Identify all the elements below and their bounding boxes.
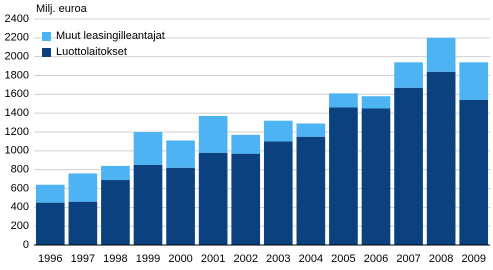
y-tick-label: 1400 — [5, 107, 29, 119]
bar-segment — [166, 167, 195, 245]
bar-segment — [296, 136, 326, 245]
y-tick-label: 200 — [11, 220, 29, 232]
bar-segment — [361, 108, 391, 245]
bar-segment — [101, 165, 130, 181]
y-tick-label: 600 — [11, 182, 29, 194]
x-tick-label: 2005 — [331, 253, 355, 265]
bar-segment — [166, 140, 195, 168]
bar-segment — [459, 62, 489, 100]
y-tick-label: 1800 — [5, 69, 29, 81]
bar-segment — [68, 173, 98, 202]
x-tick-label: 2009 — [461, 253, 485, 265]
bar-segment — [68, 201, 98, 245]
x-tick-label: 2001 — [201, 253, 225, 265]
bar-segment — [296, 123, 326, 137]
bar-segment — [459, 99, 489, 245]
x-tick-label: 2008 — [429, 253, 453, 265]
bar-segment — [35, 202, 65, 245]
bar-segment — [329, 107, 358, 246]
x-tick-label: 2003 — [266, 253, 290, 265]
bar-segment — [35, 184, 65, 203]
bar-segment — [394, 62, 423, 88]
y-tick-label: 800 — [11, 164, 29, 176]
bar-segment — [133, 164, 163, 245]
y-tick-label: 1000 — [5, 145, 29, 157]
x-tick-label: 1997 — [71, 253, 95, 265]
x-tick-label: 2007 — [396, 253, 420, 265]
x-tick-label: 2004 — [299, 253, 323, 265]
bar-segment — [394, 87, 423, 245]
x-tick-label: 1998 — [103, 253, 127, 265]
bar-segment — [101, 180, 130, 245]
y-tick-label: 1200 — [5, 126, 29, 138]
legend-swatch — [42, 32, 51, 41]
bar-segment — [231, 134, 261, 154]
bar-segment — [133, 132, 163, 165]
axis-label: Milj. euroa — [36, 3, 88, 15]
legend-swatch — [42, 48, 51, 57]
y-tick-label: 400 — [11, 201, 29, 213]
x-tick-label: 2000 — [168, 253, 192, 265]
legend-label: Luottolaitokset — [56, 46, 127, 58]
bar-segment — [329, 93, 358, 108]
bar-segment — [426, 37, 456, 72]
bar-segment — [198, 152, 228, 245]
y-tick-label: 2400 — [5, 13, 29, 25]
x-tick-label: 1999 — [136, 253, 160, 265]
bar-segment — [263, 141, 293, 245]
x-tick-label: 2002 — [233, 253, 257, 265]
bar-segment — [426, 71, 456, 245]
bar-segment — [263, 120, 293, 142]
legend-label: Muut leasingilleantajat — [56, 30, 165, 42]
x-tick-label: 1996 — [38, 253, 62, 265]
bar-segment — [231, 153, 261, 245]
y-tick-label: 2000 — [5, 51, 29, 63]
bar-segment — [361, 96, 391, 109]
y-tick-label: 2200 — [5, 32, 29, 44]
bar-segment — [198, 115, 228, 153]
x-tick-label: 2006 — [364, 253, 388, 265]
y-tick-label: 1600 — [5, 88, 29, 100]
y-tick-label: 0 — [23, 239, 29, 251]
